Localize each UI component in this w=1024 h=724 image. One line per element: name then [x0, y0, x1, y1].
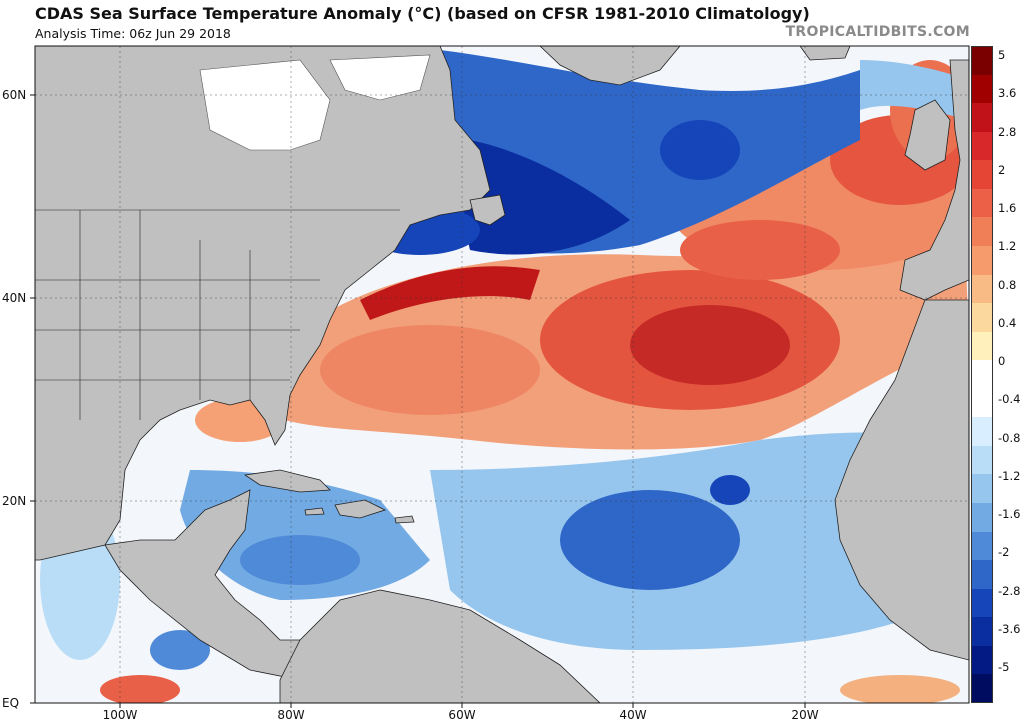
iceland-island	[799, 46, 851, 61]
site-credit: TROPICALTIDBITS.COM	[785, 24, 970, 40]
colorbar-cell	[971, 617, 993, 647]
cuba-island	[243, 469, 331, 493]
map-frame	[34, 45, 970, 704]
lon-label-20w: 20W	[791, 708, 819, 722]
colorbar-cell	[971, 103, 993, 133]
colorbar-cell	[971, 474, 993, 504]
colorbar-label: -2	[998, 545, 1010, 560]
political-borders	[35, 209, 400, 420]
central-america-landmass	[104, 489, 321, 681]
lon-label-60w: 60W	[448, 708, 476, 722]
colorbar-label: -0.8	[998, 430, 1021, 445]
map-title: CDAS Sea Surface Temperature Anomaly (°C…	[35, 4, 810, 23]
colorbar-cell	[971, 645, 993, 675]
lon-label-80w: 80W	[277, 708, 305, 722]
colorbar-label: -2.8	[998, 583, 1021, 598]
colorbar-label: 1.2	[998, 239, 1017, 254]
colorbar-cell	[971, 245, 993, 276]
colorbar-label: -0.4	[998, 392, 1021, 407]
colorbar-cell	[971, 531, 993, 561]
lon-label-100w: 100W	[102, 708, 138, 722]
lat-lon-gridlines	[35, 46, 969, 703]
land-masses	[35, 46, 969, 703]
lat-label-60n: 60N	[2, 88, 27, 102]
analysis-time: Analysis Time: 06z Jun 29 2018	[35, 26, 231, 41]
colorbar-cell	[971, 274, 993, 304]
axis-ticks	[30, 94, 806, 708]
lon-label-40w: 40W	[619, 708, 647, 722]
colorbar-label: 1.6	[998, 201, 1017, 215]
colorbar-cell	[971, 217, 993, 247]
lat-label-40n: 40N	[2, 291, 27, 305]
colorbar	[971, 46, 993, 704]
colorbar-label: 2.8	[998, 124, 1017, 139]
colorbar-label: -3.6	[998, 621, 1021, 636]
north-america-landmass	[35, 46, 491, 561]
colorbar-cell	[971, 417, 993, 447]
colorbar-cell	[971, 160, 993, 190]
colorbar-cell	[971, 74, 993, 104]
colorbar-label: -1.6	[998, 507, 1021, 521]
colorbar-label: -1.2	[998, 468, 1021, 483]
colorbar-cell	[971, 331, 993, 361]
colorbar-cell	[971, 360, 993, 390]
newfoundland-island	[469, 194, 506, 226]
colorbar-label: -5	[998, 660, 1010, 674]
lat-label-eq: EQ	[2, 696, 20, 710]
colorbar-cell	[971, 188, 993, 218]
colorbar-cell	[971, 588, 993, 618]
lat-label-20n: 20N	[2, 494, 27, 508]
colorbar-cell	[971, 388, 993, 418]
colorbar-cell	[971, 46, 993, 76]
colorbar-label: 0	[998, 354, 1006, 368]
colorbar-cell	[971, 560, 993, 590]
puerto-rico-island	[394, 515, 415, 524]
colorbar-cell	[971, 503, 993, 533]
colorbar-cell	[971, 445, 993, 475]
greenland-landmass	[539, 46, 681, 86]
warm-anomaly-region	[100, 60, 969, 703]
colorbar-cell	[971, 131, 993, 161]
british-isles-landmass	[904, 99, 951, 171]
hudson-bay-ice	[199, 59, 331, 151]
europe-landmass	[899, 59, 969, 301]
colorbar-label: 5	[998, 48, 1006, 62]
colorbar-label: 3.6	[998, 86, 1017, 101]
colorbar-cell	[971, 674, 993, 704]
colorbar-label: 2	[998, 162, 1006, 177]
jamaica-island	[304, 507, 325, 516]
colorbar-label: 0.4	[998, 315, 1017, 330]
south-america-landmass	[279, 589, 601, 703]
colorbar-cell	[971, 303, 993, 333]
africa-landmass	[834, 299, 969, 661]
colorbar-label: 0.8	[998, 277, 1017, 292]
